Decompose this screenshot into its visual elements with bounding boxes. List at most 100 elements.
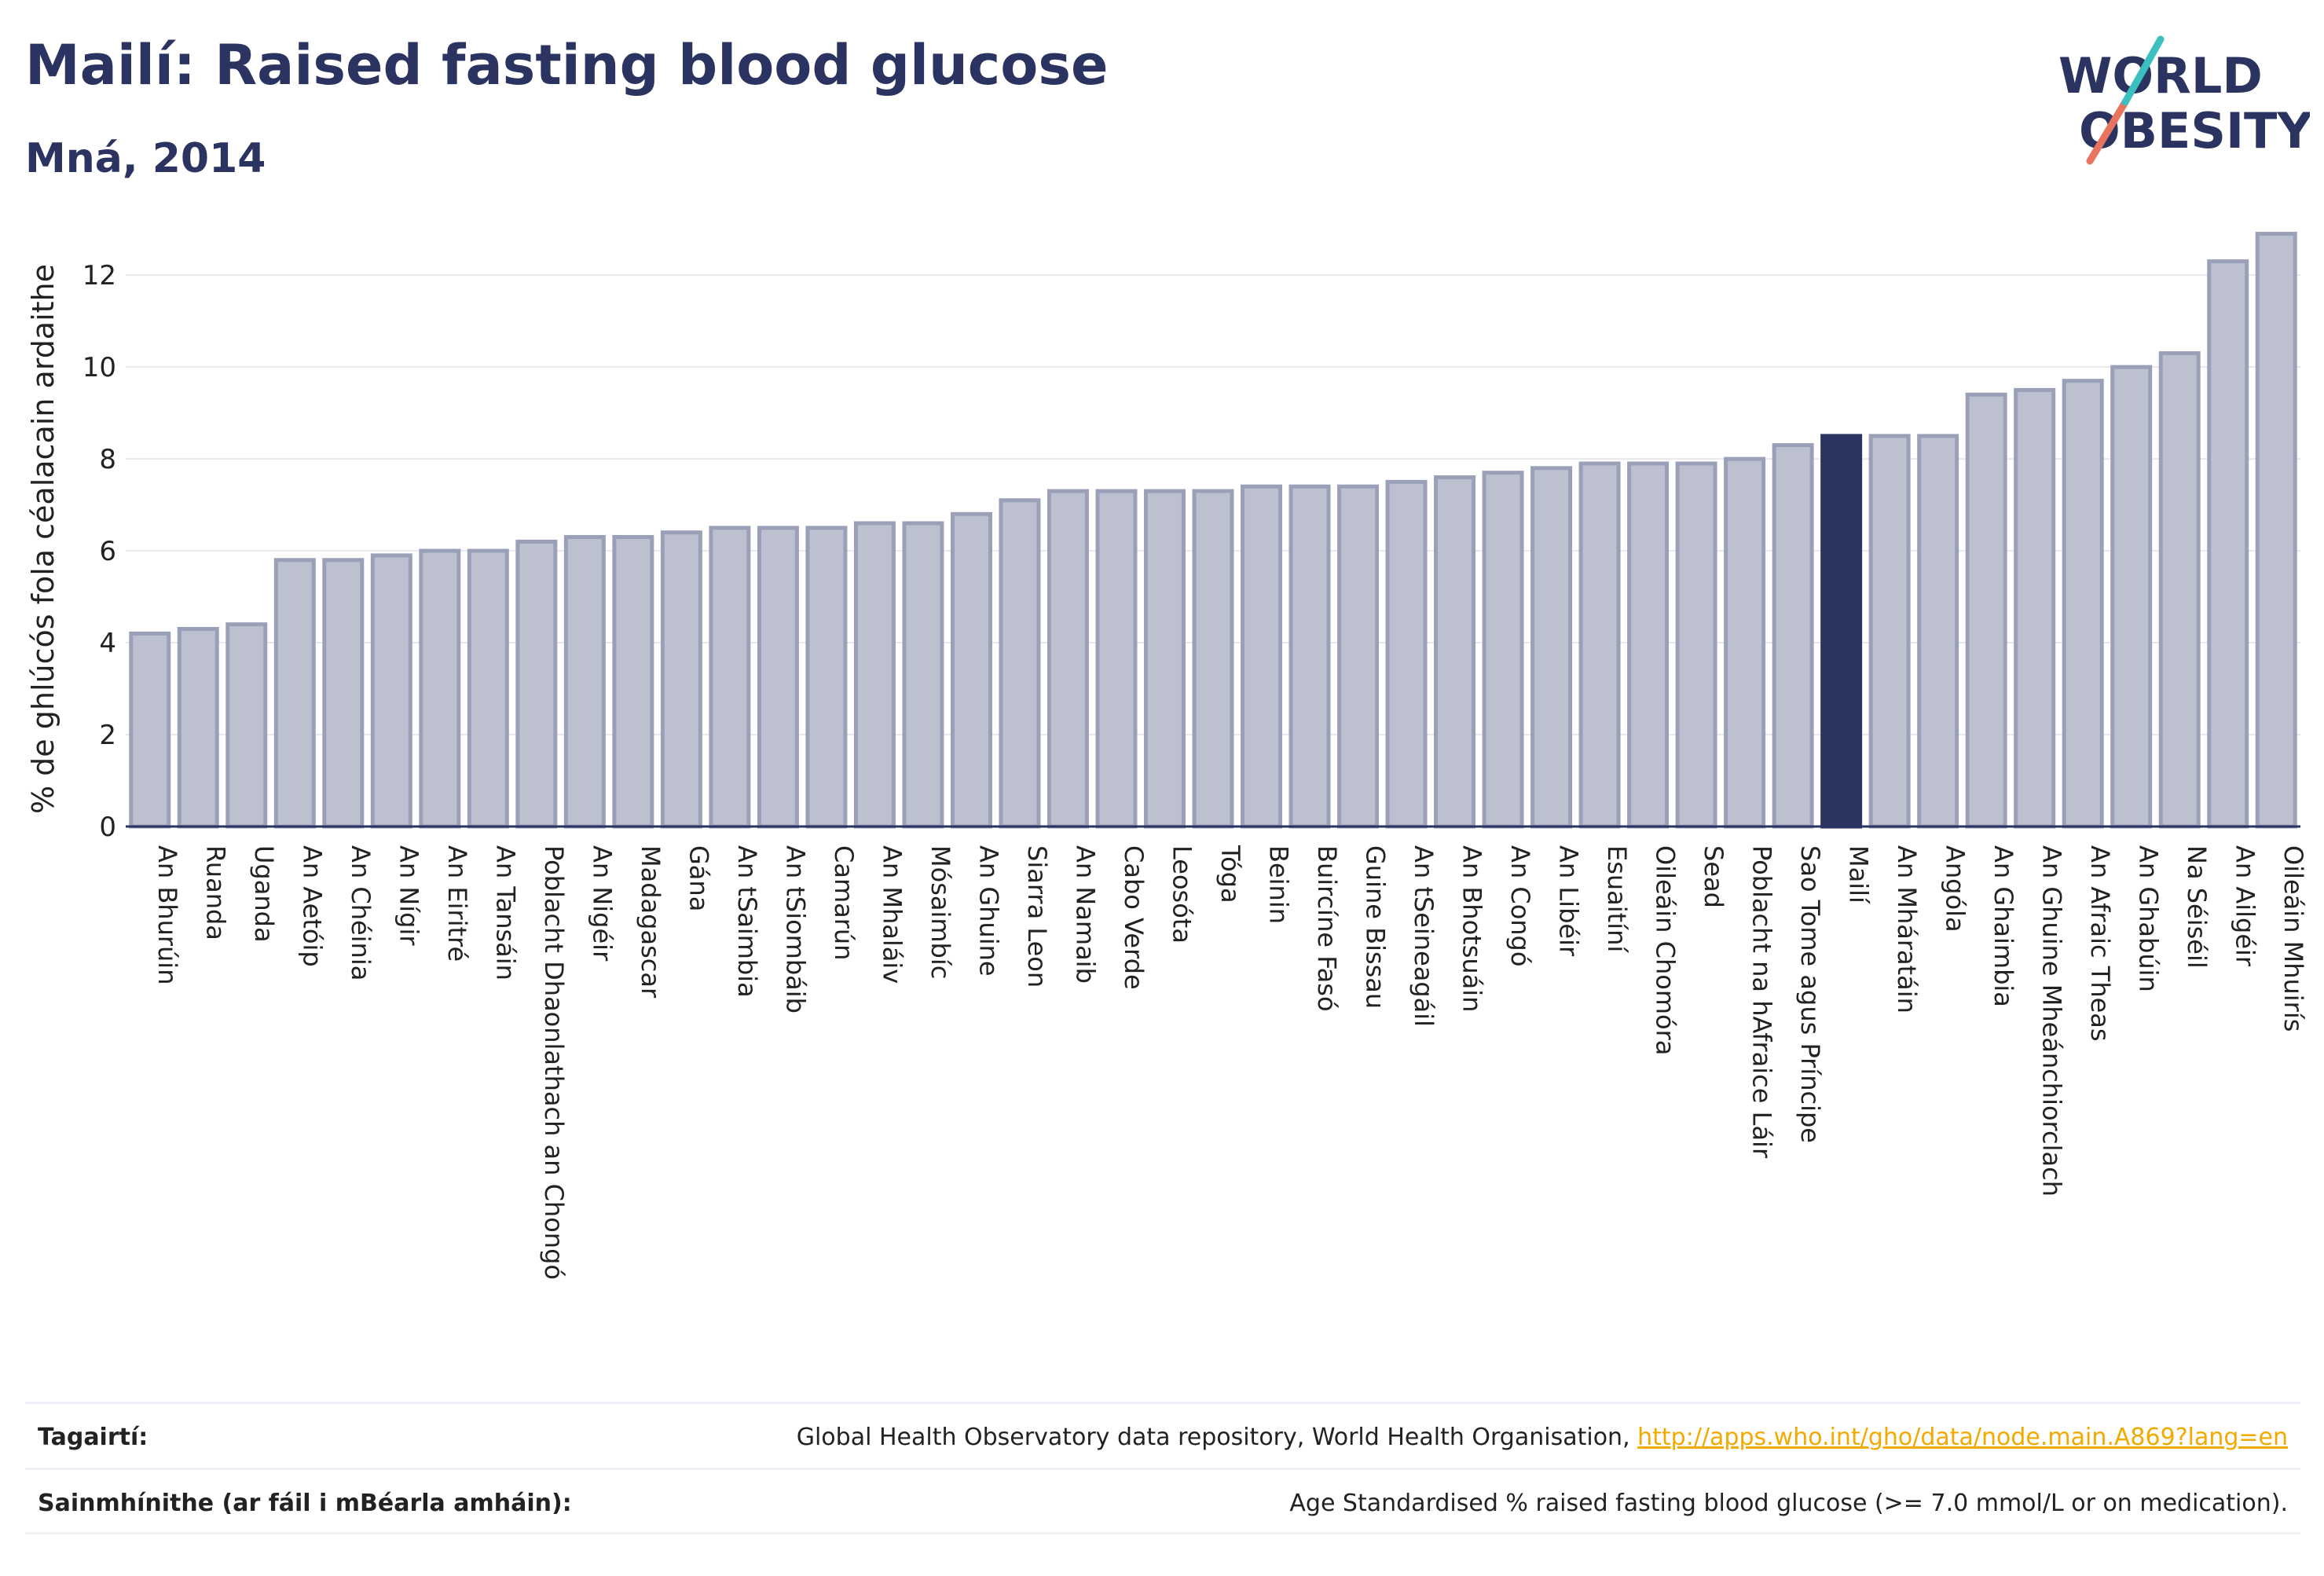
bar: [515, 539, 558, 829]
bar: [1482, 471, 1524, 829]
bar: [709, 526, 751, 829]
x-tick-label: Gána: [684, 845, 713, 911]
x-tick-label: Camarún: [829, 845, 859, 960]
x-tick-label: Tóga: [1215, 845, 1245, 903]
bar: [1917, 434, 1959, 829]
bar: [902, 521, 944, 829]
bar: [2158, 351, 2201, 829]
bar: [2110, 365, 2153, 829]
y-tick-label: 10: [82, 352, 116, 383]
bar-chart: 0 2 4 6 8 10 12 An Bhurúin Ruanda Uganda An Aetói…: [26, 232, 2308, 1280]
x-tick-label: An Aetóip: [297, 845, 327, 967]
bar: [1095, 489, 1138, 829]
bar-highlight: [1820, 434, 1863, 829]
references-row: Tagairtí: Global Health Observatory data…: [25, 1424, 2300, 1460]
x-tick-label: Na Séiséil: [2182, 845, 2212, 969]
logo-line1: WORLD: [2058, 47, 2263, 104]
x-tick-label: An Ghabúin: [2134, 845, 2164, 992]
x-tick-label: Beinin: [1264, 845, 1294, 924]
definitions-label: Sainmhínithe (ar fáil i mBéarla amháin):: [38, 1490, 572, 1517]
bar: [2255, 232, 2297, 829]
bar: [1047, 489, 1089, 829]
bar: [1143, 489, 1186, 829]
x-tick-label: Sao Tome agus Príncipe: [1795, 845, 1825, 1143]
x-tick-label: An Bhurúin: [152, 845, 182, 984]
x-tick-label: An Tansáin: [490, 845, 520, 980]
x-tick-label: An Congó: [1505, 845, 1535, 966]
x-tick-label: Poblacht Dhaonlathach an Chongó: [539, 845, 569, 1280]
x-tick-label: An Chéinia: [346, 845, 376, 980]
footer-rule-top: [25, 1402, 2300, 1404]
bar: [853, 521, 896, 829]
x-tick-label: Ruanda: [200, 845, 230, 940]
bar: [322, 558, 365, 829]
bar: [129, 631, 171, 829]
chart-title: Mailí: Raised fasting blood glucose: [25, 33, 1109, 97]
bar: [563, 535, 606, 829]
x-tick-label: An Ghaimbia: [1989, 845, 2018, 1007]
bar: [419, 548, 461, 829]
bar: [1772, 443, 1814, 829]
bar: [1627, 461, 1670, 829]
bar: [1868, 434, 1911, 829]
bar: [757, 526, 799, 829]
bar: [467, 548, 509, 829]
y-tick-label: 4: [99, 628, 116, 659]
x-tick-label: An Bhotsuáin: [1457, 845, 1487, 1012]
x-tick-label: An Afraic Theas: [2085, 845, 2115, 1042]
bar: [370, 553, 412, 829]
x-tick-label: An Ghuine: [973, 845, 1003, 977]
x-tick-label: Uganda: [249, 845, 279, 943]
x-tick-label: Cabo Verde: [1119, 845, 1149, 990]
logo-slash-upper: [2121, 35, 2165, 106]
x-tick-label: Oileáin Chomóra: [1651, 845, 1681, 1055]
chart-subtitle: Mná, 2014: [25, 135, 266, 182]
x-tick-label: Oileáin Mhuirís: [2278, 845, 2308, 1032]
x-tick-label: Buircíne Fasó: [1312, 845, 1342, 1012]
x-tick-label: An Libéir: [1554, 845, 1584, 957]
x-tick-label: An tSiombáib: [780, 845, 810, 1013]
x-tick-label: An Ailgéir: [2231, 845, 2260, 967]
references-value: Global Health Observatory data repositor…: [797, 1424, 2288, 1451]
bar: [612, 535, 654, 829]
x-tick-label: Madagascar: [636, 845, 665, 999]
x-tick-label: Mailí: [1844, 845, 1874, 904]
x-tick-label: Guine Bissau: [1361, 845, 1391, 1009]
references-link[interactable]: http://apps.who.int/gho/data/node.main.A…: [1637, 1424, 2288, 1451]
bar: [1337, 484, 1380, 829]
bar: [1675, 461, 1717, 829]
x-tick-label: An Nígir: [394, 845, 423, 946]
x-tick-label: An tSeineagáil: [1409, 845, 1439, 1027]
bar: [1530, 466, 1573, 829]
bar: [805, 526, 848, 829]
bar: [177, 627, 219, 829]
bar: [1578, 461, 1621, 829]
bar: [950, 511, 992, 829]
x-tick-label: An Mhaláiv: [877, 845, 907, 984]
x-tick-label: An Mháratáin: [1892, 845, 1922, 1013]
x-tick-label: Siarra Leon: [1022, 845, 1052, 988]
definitions-value: Age Standardised % raised fasting blood …: [1289, 1490, 2288, 1517]
x-tick-labels: An Bhurúin Ruanda Uganda An Aetóip An Chéini…: [152, 845, 2308, 1280]
x-tick-label: Esuaitíní: [1602, 845, 1632, 953]
y-tick-label: 8: [99, 444, 116, 475]
bar: [1192, 489, 1234, 829]
world-obesity-logo: WORLD OBESITY: [2058, 35, 2310, 165]
bar: [273, 558, 316, 829]
y-axis-title: % de ghlúcós fola céalacain ardaithe: [26, 264, 60, 814]
x-tick-label: Angóla: [1941, 845, 1970, 933]
x-tick-label: An Eiritré: [442, 845, 472, 962]
bar: [1965, 392, 2007, 829]
bar: [225, 622, 268, 829]
bar: [1434, 475, 1476, 829]
bar: [660, 530, 702, 829]
y-tick-label: 2: [99, 720, 116, 751]
references-label: Tagairtí:: [38, 1424, 148, 1451]
footer-rule-middle: [25, 1468, 2300, 1470]
bars: [129, 232, 2297, 829]
footer-rule-bottom: [25, 1532, 2300, 1534]
bar: [999, 498, 1041, 829]
y-tick-label: 6: [99, 536, 116, 567]
bar: [1385, 479, 1428, 829]
x-tick-label: Mósaimbíc: [926, 845, 955, 979]
